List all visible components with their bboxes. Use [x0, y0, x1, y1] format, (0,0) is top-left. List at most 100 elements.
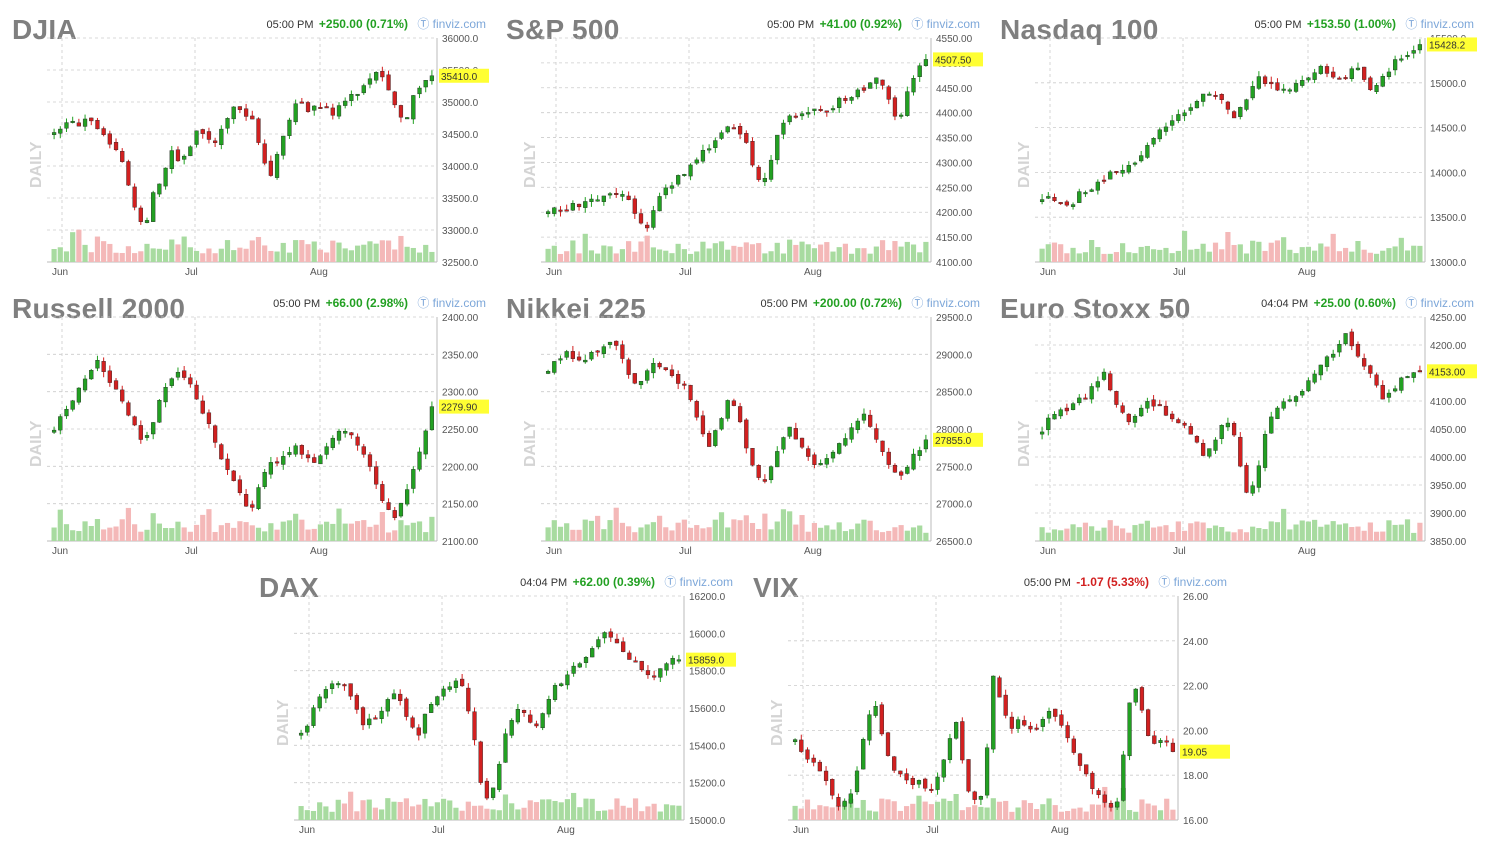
candle-body	[688, 164, 693, 177]
volume-bar	[298, 806, 304, 820]
candle-body	[287, 119, 292, 136]
candle-body	[638, 213, 644, 224]
volume-bar	[1139, 799, 1145, 820]
y-tick-label: 28500.0	[936, 388, 973, 399]
volume-bar	[1367, 252, 1373, 262]
candle-body	[1132, 162, 1138, 165]
source-link[interactable]: Ⓣ finviz.com	[1405, 296, 1474, 310]
source-link[interactable]: Ⓣ finviz.com	[417, 17, 486, 31]
volume-bar	[756, 243, 762, 262]
volume-bar	[923, 241, 929, 262]
chart-panel-nasdaq100[interactable]: Nasdaq 100 05:00 PM +153.50 (1.00%) Ⓣ fi…	[998, 12, 1478, 282]
source-link[interactable]: Ⓣ finviz.com	[911, 296, 980, 310]
candle-body	[138, 425, 143, 440]
candle-body	[762, 178, 767, 183]
candle-body	[799, 113, 805, 117]
chart-panel-vix[interactable]: VIX 05:00 PM -1.07 (5.33%) Ⓣ finviz.com …	[751, 570, 1231, 840]
candle-body	[552, 685, 558, 700]
volume-bar	[829, 807, 835, 820]
volume-bar	[509, 803, 515, 820]
volume-bar	[324, 521, 330, 541]
volume-bar	[1262, 529, 1268, 541]
volume-bar	[1052, 805, 1058, 820]
chart-panel-russell2000[interactable]: Russell 2000 05:00 PM +66.00 (2.98%) Ⓣ f…	[10, 291, 490, 561]
chart-panel-sp500[interactable]: S&P 500 05:00 PM +41.00 (0.92%) Ⓣ finviz…	[504, 12, 984, 282]
candle-body	[570, 203, 575, 211]
y-tick-label: 18.00	[1183, 771, 1208, 782]
candle-body	[1225, 101, 1231, 110]
volume-bar	[601, 810, 608, 820]
volume-bar	[200, 514, 206, 541]
volume-bar	[1250, 240, 1256, 262]
volume-bar	[342, 248, 348, 262]
candle-body	[305, 102, 311, 112]
volume-bar	[1150, 527, 1157, 541]
candle-body	[163, 167, 168, 187]
candle-body	[799, 739, 804, 752]
candle-body	[206, 412, 212, 424]
candle-body	[429, 406, 435, 431]
volume-bar	[379, 809, 385, 820]
volume-bar	[379, 240, 385, 262]
volume-bar	[416, 252, 423, 262]
source-link[interactable]: Ⓣ finviz.com	[1158, 575, 1227, 589]
volume-bar	[150, 513, 156, 541]
candle-body	[756, 166, 761, 180]
candle-body	[830, 451, 836, 459]
x-tick-label: Jun	[299, 825, 315, 836]
candle-body	[1331, 353, 1336, 358]
candle-body	[911, 453, 916, 470]
volume-bar	[700, 241, 706, 262]
volume-bar	[255, 527, 262, 541]
volume-bar	[335, 799, 341, 820]
volume-bar	[398, 235, 404, 262]
candle-body	[817, 761, 822, 772]
volume-bar	[731, 519, 737, 541]
source-link[interactable]: Ⓣ finviz.com	[664, 575, 733, 589]
y-tick-label: 2150.00	[442, 500, 479, 511]
candle-body	[392, 91, 397, 106]
candle-body	[688, 384, 693, 401]
volume-bar	[1034, 808, 1040, 820]
chart-panel-djia[interactable]: DJIA 05:00 PM +250.00 (0.71%) Ⓣ finviz.c…	[10, 12, 490, 282]
candle-body	[417, 451, 422, 470]
chart-panel-eurostoxx50[interactable]: Euro Stoxx 50 04:04 PM +25.00 (0.60%) Ⓣ …	[998, 291, 1478, 561]
chart-panel-dax[interactable]: DAX 04:04 PM +62.00 (0.39%) Ⓣ finviz.com…	[257, 570, 737, 840]
volume-bar	[601, 529, 607, 541]
x-tick-label: Jun	[52, 267, 68, 278]
candle-body	[1318, 364, 1323, 376]
source-link[interactable]: Ⓣ finviz.com	[417, 296, 486, 310]
source-link[interactable]: Ⓣ finviz.com	[911, 17, 980, 31]
candle-body	[1225, 422, 1231, 428]
volume-bar	[360, 800, 366, 820]
chart-panel-nikkei225[interactable]: Nikkei 225 05:00 PM +200.00 (0.72%) Ⓣ fi…	[504, 291, 984, 561]
volume-bar	[354, 811, 360, 820]
candle-body	[343, 100, 348, 106]
candle-body	[1077, 397, 1082, 404]
candle-body	[534, 723, 539, 727]
candle-body	[868, 414, 873, 427]
volume-bar	[1082, 252, 1089, 262]
volume-bar	[1349, 251, 1355, 262]
candle-body	[323, 689, 328, 699]
source-link[interactable]: Ⓣ finviz.com	[1405, 17, 1474, 31]
volume-bar	[1065, 811, 1071, 820]
candle-body	[435, 696, 440, 706]
volume-bar	[305, 244, 311, 262]
candle-body	[1157, 129, 1162, 140]
candle-body	[1102, 794, 1107, 803]
candle-body	[750, 141, 755, 166]
candle-body	[1250, 86, 1255, 99]
volume-bar	[638, 241, 644, 262]
volume-bar	[1071, 808, 1077, 820]
candle-body	[243, 494, 249, 507]
volume-bar	[787, 511, 793, 541]
source-text: finviz.com	[432, 296, 486, 310]
candle-body	[1368, 365, 1373, 374]
candle-body	[823, 770, 829, 781]
volume-bar	[588, 520, 595, 541]
candle-body	[645, 670, 651, 676]
volume-bar	[1070, 524, 1076, 541]
candle-body	[1158, 740, 1163, 743]
candle-body	[1207, 93, 1212, 96]
